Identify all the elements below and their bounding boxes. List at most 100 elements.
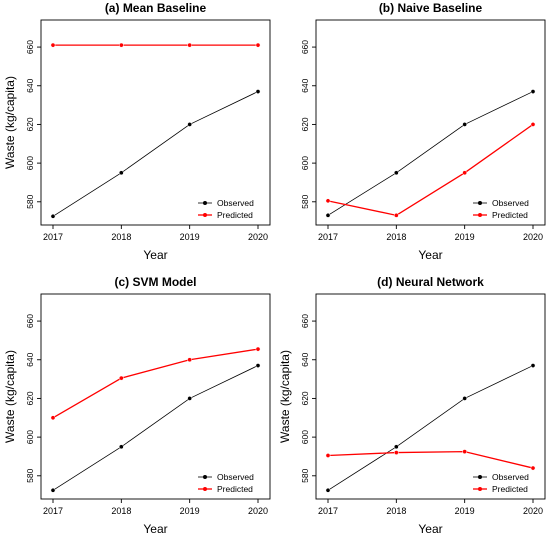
y-tick-label: 600 (25, 430, 35, 444)
chart-title: (d) Neural Network (377, 275, 484, 289)
plot-frame (315, 19, 546, 226)
y-tick-label: 640 (300, 352, 310, 366)
y-tick-label: 600 (300, 156, 310, 170)
y-tick-label: 660 (300, 314, 310, 328)
y-tick-label: 620 (300, 391, 310, 405)
series-line-observed (52, 91, 259, 217)
data-point-observed (530, 363, 536, 368)
data-point-predicted (118, 375, 124, 381)
data-point-observed (118, 170, 124, 176)
data-point-observed (118, 444, 124, 450)
data-point-predicted (50, 415, 56, 421)
data-point-observed (393, 170, 399, 176)
data-point-observed (325, 487, 331, 493)
y-tick-label: 660 (25, 314, 35, 328)
data-point-observed (187, 396, 193, 401)
x-tick-label: 2020 (523, 232, 543, 242)
data-point-predicted (255, 42, 261, 48)
y-tick-label: 620 (25, 117, 35, 131)
legend-marker (478, 213, 482, 217)
data-point-predicted (187, 42, 193, 48)
y-tick-label: 580 (300, 194, 310, 208)
data-point-predicted (530, 465, 536, 471)
x-axis-label: Year (143, 522, 167, 536)
x-tick-label: 2017 (318, 506, 338, 516)
data-point-predicted (393, 212, 399, 218)
plot-frame (315, 293, 546, 500)
x-tick-label: 2017 (318, 232, 338, 242)
y-tick-label: 600 (300, 430, 310, 444)
data-point-predicted (255, 346, 261, 352)
x-tick-label: 2020 (523, 506, 543, 516)
x-tick-label: 2019 (180, 232, 200, 242)
x-tick-label: 2020 (248, 506, 268, 516)
legend-label: Predicted (217, 484, 253, 494)
series-line-observed (327, 91, 534, 216)
data-point-observed (187, 122, 193, 127)
x-tick-label: 2019 (455, 232, 475, 242)
y-tick-label: 580 (25, 468, 35, 482)
data-point-predicted (462, 449, 468, 454)
chart-title: (b) Naive Baseline (379, 1, 483, 15)
legend-label: Observed (217, 198, 254, 208)
x-tick-label: 2017 (43, 232, 63, 242)
x-axis-label: Year (418, 522, 442, 536)
data-point-observed (255, 363, 261, 368)
y-tick-label: 580 (300, 468, 310, 482)
y-tick-label: 660 (300, 40, 310, 54)
chart-panel-1: (a) Mean Baseline 2017 2018 2019 2020 580 600 6… (3, 1, 271, 262)
series-line-observed (327, 365, 534, 491)
legend-marker (478, 475, 482, 479)
data-point-predicted (325, 453, 331, 458)
series-line-observed (52, 365, 259, 491)
y-tick-label: 640 (25, 352, 35, 366)
legend-marker (478, 201, 482, 205)
chart-panel-4: (d) Neural Network 2017 2018 2019 2020 580 600… (278, 275, 546, 536)
data-point-observed (462, 122, 468, 127)
x-tick-label: 2017 (43, 506, 63, 516)
x-axis-label: Year (418, 248, 442, 262)
data-point-predicted (325, 198, 331, 204)
series-line-predicted (52, 348, 259, 419)
x-tick-label: 2019 (455, 506, 475, 516)
y-tick-label: 640 (300, 78, 310, 92)
legend-marker (478, 487, 482, 491)
legend-label: Predicted (492, 210, 528, 220)
data-point-predicted (118, 42, 124, 48)
chart-panel-3: (c) SVM Model 2017 2018 2019 2020 580 600 620 64… (3, 275, 271, 536)
data-point-predicted (530, 122, 536, 127)
x-axis-label: Year (143, 248, 167, 262)
legend-marker (203, 201, 207, 205)
plot-frame (40, 19, 271, 226)
series-line-predicted (327, 450, 534, 469)
legend-label: Observed (217, 472, 254, 482)
legend-label: Predicted (217, 210, 253, 220)
data-point-observed (462, 396, 468, 401)
y-tick-label: 620 (25, 391, 35, 405)
y-axis-label: Waste (kg/capita) (278, 350, 292, 443)
legend-marker (203, 475, 207, 479)
x-tick-label: 2019 (180, 506, 200, 516)
y-axis-label: Waste (kg/capita) (3, 76, 17, 169)
legend-marker (203, 487, 207, 491)
y-axis-label: Waste (kg/capita) (3, 350, 17, 443)
data-point-predicted (187, 357, 193, 363)
x-tick-label: 2018 (386, 506, 406, 516)
data-point-observed (50, 213, 56, 219)
x-tick-label: 2020 (248, 232, 268, 242)
y-tick-label: 620 (300, 117, 310, 131)
legend-marker (203, 213, 207, 217)
data-point-predicted (50, 42, 56, 48)
chart-title: (c) SVM Model (114, 275, 196, 289)
data-point-observed (255, 89, 261, 94)
data-point-predicted (393, 450, 399, 455)
y-tick-label: 640 (25, 78, 35, 92)
x-tick-label: 2018 (386, 232, 406, 242)
chart-panel-2: (b) Naive Baseline 2017 2018 2019 2020 580 600… (300, 1, 546, 262)
legend-label: Observed (492, 472, 529, 482)
y-tick-label: 600 (25, 156, 35, 170)
data-point-predicted (462, 170, 468, 176)
y-tick-label: 580 (25, 194, 35, 208)
plot-frame (40, 293, 271, 500)
